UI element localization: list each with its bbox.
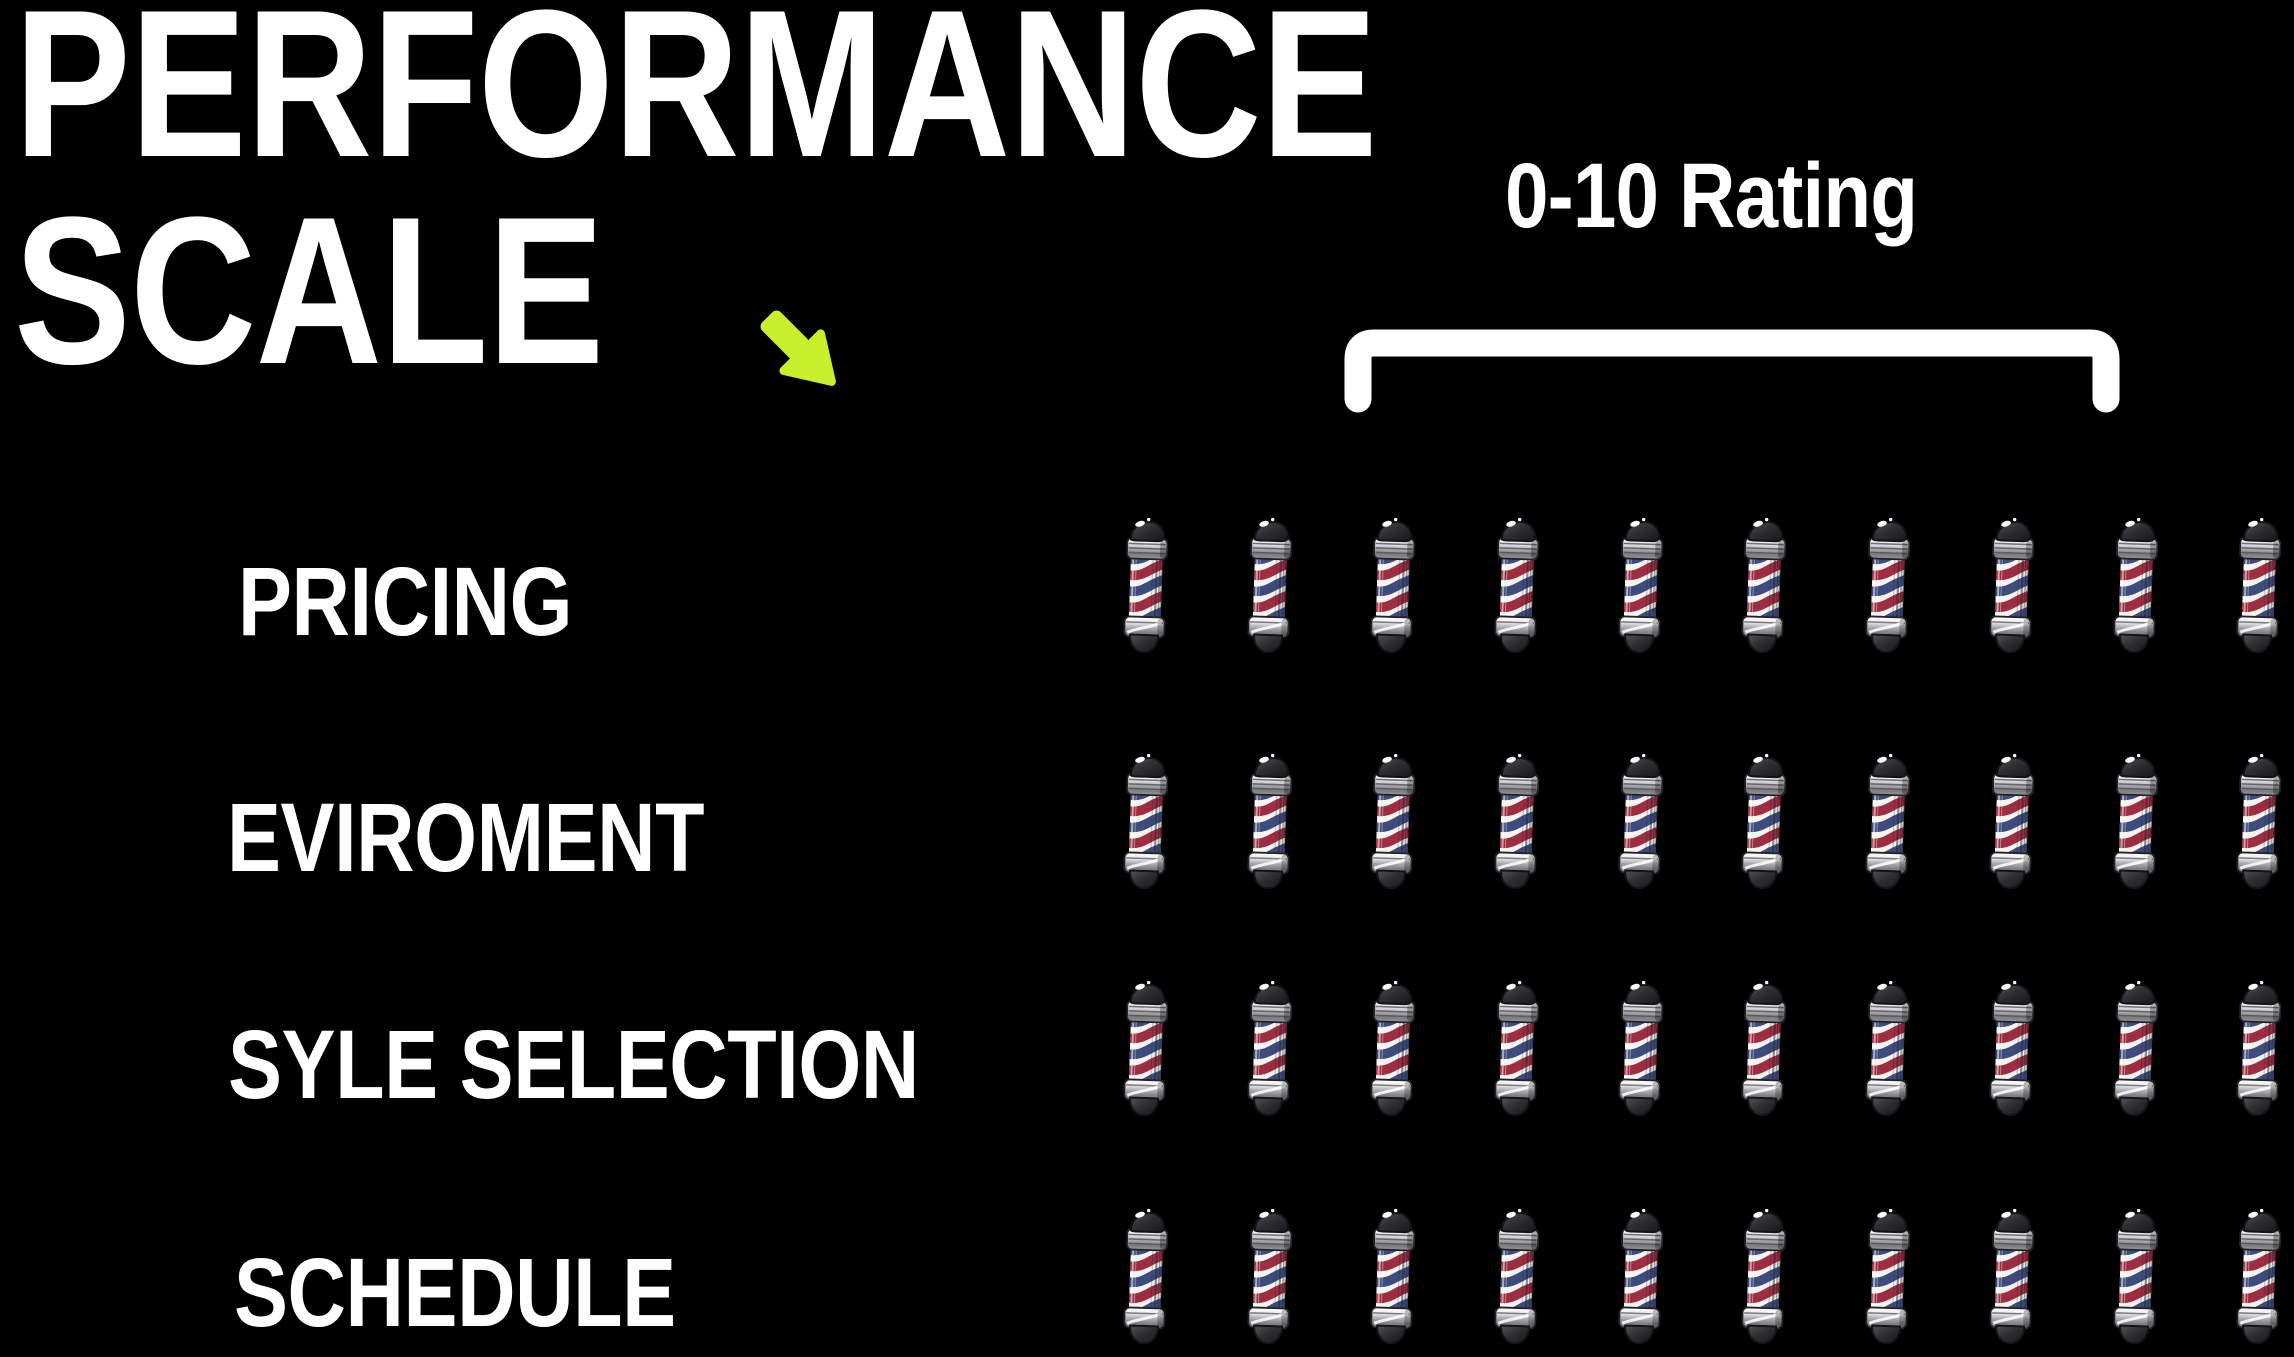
barber-pole-icon xyxy=(1360,510,1427,654)
barber-pole-icon xyxy=(1236,746,1303,890)
barber-pole-icon xyxy=(1978,973,2045,1117)
rating-scale-label: 0-10 Rating xyxy=(1505,145,1918,247)
barber-pole-icon xyxy=(1484,973,1551,1117)
barber-pole-icon xyxy=(1855,746,1922,890)
barber-pole-icon xyxy=(1484,510,1551,654)
barber-pole-icon xyxy=(1484,1201,1551,1345)
category-label: SYLE SELECTION xyxy=(228,1010,919,1119)
barber-pole-icon xyxy=(1731,1201,1798,1345)
barber-pole-icon xyxy=(1731,746,1798,890)
barber-pole-icon xyxy=(1978,1201,2045,1345)
rating-range-bracket xyxy=(1344,329,2120,413)
barber-pole-icon xyxy=(1978,746,2045,890)
rating-icons xyxy=(1115,1202,2290,1344)
barber-pole-icon xyxy=(2102,1201,2169,1345)
rating-icons xyxy=(1115,974,2290,1116)
barber-pole-icon xyxy=(1360,973,1427,1117)
arrow-down-right-icon xyxy=(760,310,836,386)
category-label: PRICING xyxy=(238,547,573,656)
barber-pole-icon xyxy=(1978,510,2045,654)
barber-pole-icon xyxy=(1360,746,1427,890)
rating-icons xyxy=(1115,747,2290,889)
barber-pole-icon xyxy=(1731,973,1798,1117)
barber-pole-icon xyxy=(2226,973,2293,1117)
barber-pole-icon xyxy=(1360,1201,1427,1345)
barber-pole-icon xyxy=(2226,746,2293,890)
category-label: SCHEDULE xyxy=(234,1238,676,1347)
barber-pole-icon xyxy=(1855,510,1922,654)
barber-pole-icon xyxy=(1607,973,1674,1117)
barber-pole-icon xyxy=(1607,1201,1674,1345)
barber-pole-icon xyxy=(1855,973,1922,1117)
barber-pole-icon xyxy=(1113,1201,1180,1345)
barber-pole-icon xyxy=(1731,510,1798,654)
rating-icons xyxy=(1115,511,2290,653)
barber-pole-icon xyxy=(2102,973,2169,1117)
barber-pole-icon xyxy=(2226,1201,2293,1345)
barber-pole-icon xyxy=(1855,1201,1922,1345)
barber-pole-icon xyxy=(1607,746,1674,890)
barber-pole-icon xyxy=(2102,746,2169,890)
barber-pole-icon xyxy=(1236,973,1303,1117)
barber-pole-icon xyxy=(1236,1201,1303,1345)
barber-pole-icon xyxy=(2226,510,2293,654)
barber-pole-icon xyxy=(2102,510,2169,654)
barber-pole-icon xyxy=(1113,510,1180,654)
barber-pole-icon xyxy=(1113,746,1180,890)
barber-pole-icon xyxy=(1236,510,1303,654)
barber-pole-icon xyxy=(1113,973,1180,1117)
category-label: EVIROMENT xyxy=(227,783,705,892)
page-title-line1: PERFORMANCE xyxy=(14,0,1378,201)
page-title-line2: SCALE xyxy=(14,173,604,408)
barber-pole-icon xyxy=(1484,746,1551,890)
barber-pole-icon xyxy=(1607,510,1674,654)
